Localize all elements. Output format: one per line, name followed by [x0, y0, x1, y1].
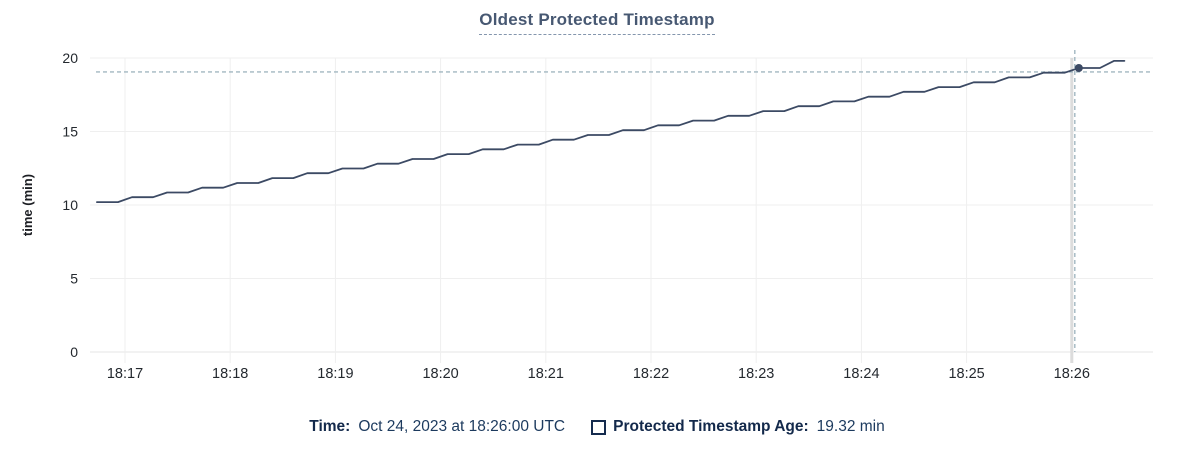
x-tick-label: 18:24 [843, 366, 879, 382]
x-tick-label: 18:17 [107, 366, 143, 382]
x-tick-label: 18:22 [633, 366, 669, 382]
time-value: Oct 24, 2023 at 18:26:00 UTC [358, 418, 566, 435]
y-tick-label: 20 [62, 50, 78, 66]
x-tick-label: 18:25 [948, 366, 984, 382]
x-tick-label: 18:23 [738, 366, 774, 382]
x-tick-label: 18:21 [528, 366, 564, 382]
chart-header: Oldest Protected Timestamp [0, 10, 1194, 35]
y-tick-label: 15 [62, 124, 78, 140]
legend-series-toggle[interactable]: Protected Timestamp Age: 19.32 min [591, 418, 885, 436]
series-label: Protected Timestamp Age: [613, 418, 809, 435]
x-tick-label: 18:26 [1054, 366, 1090, 382]
time-label: Time: [309, 418, 351, 435]
line-chart[interactable]: 0 5 10 15 20 18:17 18:18 18:19 18:20 18:21 18:22 18… [0, 0, 1194, 410]
chart-title[interactable]: Oldest Protected Timestamp [479, 10, 715, 35]
x-tick-label: 18:20 [422, 366, 458, 382]
chart-hover-legend: Time: Oct 24, 2023 at 18:26:00 UTC Prote… [0, 418, 1194, 436]
y-axis-label: time (min) [20, 174, 35, 236]
series-value: 19.32 min [816, 418, 885, 435]
hover-dot[interactable] [1074, 63, 1083, 72]
y-tick-label: 5 [70, 271, 78, 287]
y-tick-label: 10 [62, 197, 78, 213]
x-tick-label: 18:18 [212, 366, 248, 382]
x-tick-label: 18:19 [317, 366, 353, 382]
series-checkbox-icon[interactable] [591, 419, 607, 435]
series-line [96, 60, 1126, 204]
y-tick-label: 0 [70, 344, 78, 360]
